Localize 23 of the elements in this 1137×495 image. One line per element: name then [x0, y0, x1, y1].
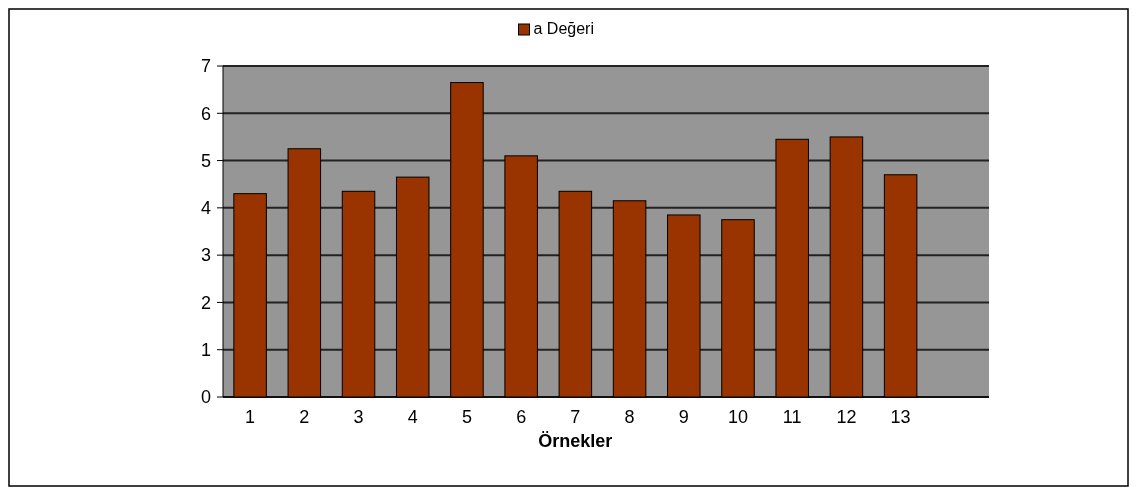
x-tick-label: 13	[890, 407, 911, 427]
x-axis-title: Örnekler	[538, 431, 613, 451]
y-tick-label: 7	[200, 56, 211, 77]
x-tick-label: 1	[245, 407, 256, 427]
y-tick-label: 4	[200, 198, 211, 219]
x-tick-label: 3	[353, 407, 364, 427]
y-tick-label: 2	[200, 292, 211, 313]
x-tick-label: 2	[299, 407, 310, 427]
x-tick-label: 7	[570, 407, 581, 427]
x-tick-label: 5	[461, 407, 472, 427]
x-tick-label: 6	[516, 407, 527, 427]
x-tick-label: 12	[836, 407, 857, 427]
y-tick-label: 0	[200, 387, 211, 408]
y-tick-label: 1	[200, 340, 211, 361]
x-tick-label: 9	[678, 407, 689, 427]
x-tick-label: 8	[624, 407, 635, 427]
y-tick-label: 3	[200, 245, 211, 266]
x-tick-label: 11	[782, 407, 802, 427]
x-tick-label: 4	[407, 407, 418, 427]
y-tick-label: 6	[200, 103, 211, 124]
legend-label: a Değeri	[533, 20, 594, 37]
x-tick-label: 10	[727, 407, 748, 427]
y-tick-label: 5	[200, 150, 211, 171]
